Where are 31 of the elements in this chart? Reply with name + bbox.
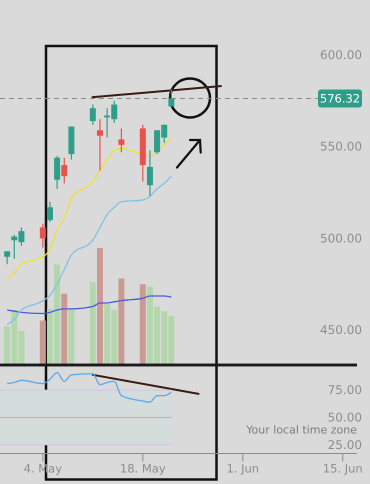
candlestick (54, 155, 60, 190)
y-tick-label: 600.00 (320, 48, 362, 62)
y-tick-label: 500.00 (320, 231, 362, 246)
candlestick (168, 89, 174, 107)
x-tick-label: 1. Jun (226, 462, 260, 476)
ref-line-label: 576.32 (320, 91, 360, 106)
candlestick (4, 250, 10, 265)
y-tick-label: 75.00 (328, 383, 362, 398)
y-tick-label: 450.00 (320, 323, 362, 338)
bar (90, 282, 96, 365)
bar (96, 248, 103, 365)
x-tick-label: 18. May (120, 462, 166, 476)
candlestick (61, 157, 68, 184)
candlestick (118, 128, 124, 153)
bar (140, 284, 146, 365)
bar (61, 294, 68, 365)
y-tick-label: 50.00 (328, 410, 362, 424)
annotation: Your local time zone (245, 424, 358, 436)
bar (68, 308, 74, 365)
candlestick (146, 150, 153, 197)
x-tick-label: 15. Jun (322, 462, 363, 476)
y-tick-label: 550.00 (320, 140, 362, 154)
line-series (6, 372, 172, 403)
candlestick (96, 118, 103, 172)
bar (40, 320, 46, 365)
y-tick-label: 25.00 (328, 438, 362, 452)
candlestick (90, 104, 96, 126)
line-series (6, 175, 172, 326)
bar (118, 278, 124, 365)
candlestick (46, 201, 53, 223)
candlestick (40, 223, 46, 248)
